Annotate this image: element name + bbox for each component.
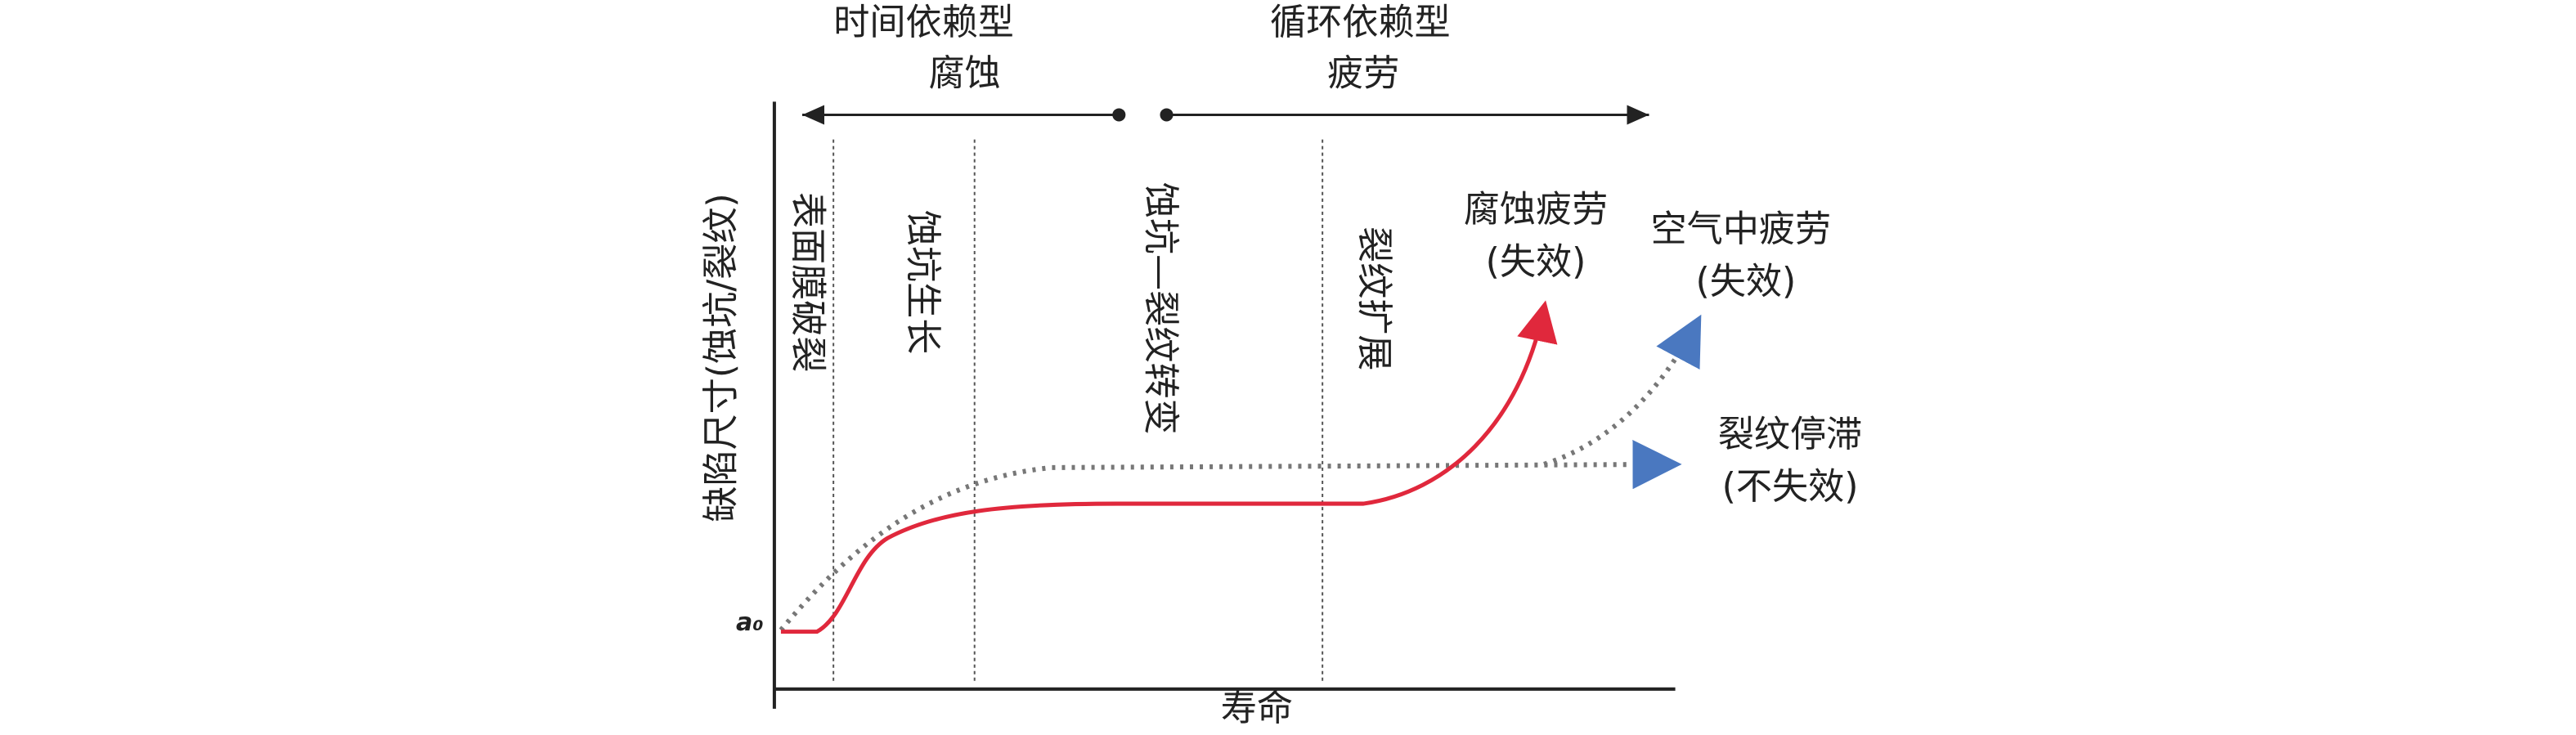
corrosion-fatigue-curve — [780, 300, 1558, 634]
stage-label: 蚀坑生长 — [902, 210, 944, 355]
stage-label: 蚀坑—裂纹转变 — [1139, 182, 1181, 435]
outcome-label: (失效) — [1696, 261, 1797, 303]
outcome-label: (失效) — [1486, 241, 1586, 283]
outcome-label: (不失效) — [1722, 466, 1859, 508]
air-fatigue-curve — [779, 440, 1682, 632]
outcome-label: 裂纹停滞 — [1718, 414, 1863, 455]
air-fatigue-branch — [1543, 314, 1702, 467]
stage-label: 裂纹扩展 — [1353, 226, 1394, 371]
phase-label: 腐蚀 — [929, 52, 1001, 94]
x-axis-label: 寿命 — [1221, 688, 1293, 729]
phase-label: 循环依赖型 — [1270, 2, 1451, 43]
phase-dot — [1112, 108, 1126, 122]
phase-label: 疲劳 — [1327, 52, 1399, 94]
stage-label: 表面膜破裂 — [787, 192, 828, 373]
outcome-label: 空气中疲劳 — [1651, 208, 1832, 250]
y-axis-label: 缺陷尺寸(蚀坑/裂纹) — [701, 193, 743, 522]
origin-label: a₀ — [736, 608, 764, 637]
phase-dot — [1160, 108, 1174, 122]
phase-label: 时间依赖型 — [833, 2, 1014, 43]
outcome-label: 腐蚀疲劳 — [1464, 189, 1609, 231]
